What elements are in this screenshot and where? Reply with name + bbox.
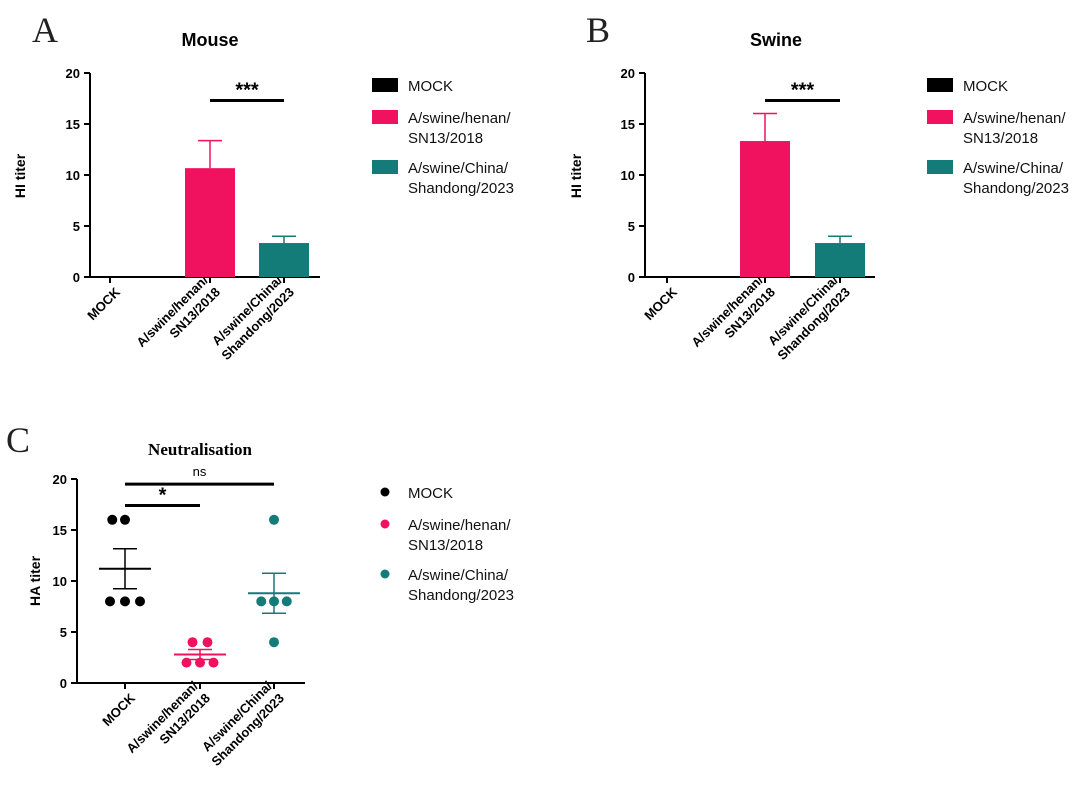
legend-swatch [372,78,398,92]
panel-a: A Mouse HI titer 0 5 10 15 20 MOCK A/swine/hen… [12,10,514,363]
y-tick-label: 20 [53,472,67,487]
x-tick-label-line: MOCK [84,284,123,323]
data-point [187,637,198,648]
legend-label: MOCK [408,78,453,95]
legend-swatch [927,78,953,92]
legend-label-line: MOCK [408,485,453,502]
panel-c: C Neutralisation HA titer 05101520MOCKA/… [6,420,514,769]
bar [185,168,235,277]
data-point [281,596,292,607]
x-tick-label-line: MOCK [99,690,138,729]
significance-label: * [159,485,167,507]
y-tick-label: 15 [66,117,80,132]
legend-marker [380,519,390,529]
y-tick-label: 10 [621,168,635,183]
data-point [107,514,118,525]
y-tick-label: 20 [66,66,80,81]
legend-label-line: MOCK [408,78,453,95]
y-tick-label: 5 [628,219,635,234]
data-point [202,637,213,648]
chart-title: Mouse [181,30,238,50]
legend-label-line: SN13/2018 [408,130,483,147]
y-tick-label: 10 [53,574,67,589]
bar [815,243,865,277]
legend-marker [380,569,390,579]
data-point [120,514,130,525]
significance-label: *** [235,80,259,102]
y-tick-label: 0 [73,270,80,285]
y-tick-label: 15 [621,117,635,132]
legend-label: A/swine/henan/SN13/2018 [408,517,511,554]
y-axis-label: HI titer [12,153,28,198]
y-axis-label: HI titer [568,153,584,198]
legend-swatch [927,160,953,174]
legend-label-line: A/swine/China/ [408,567,509,584]
legend-label-line: A/swine/China/ [408,160,509,177]
legend-label-line: A/swine/henan/ [408,110,511,127]
y-tick-label: 10 [66,168,80,183]
legend-label-line: A/swine/henan/ [408,517,511,534]
legend-label: A/swine/China/Shandong/2023 [963,160,1069,197]
legend-label: A/swine/henan/SN13/2018 [408,110,511,147]
legend-label-line: Shandong/2023 [408,587,514,604]
x-tick-label: A/swine/henan/SN13/2018 [123,678,213,768]
bar [259,243,309,277]
legend-label-line: MOCK [963,78,1008,95]
legend-label: A/swine/China/Shandong/2023 [408,160,514,197]
panel-label-c: C [6,420,30,460]
x-tick-label: A/swine/henan/SN13/2018 [688,272,778,362]
data-point [256,596,267,607]
legend-label: A/swine/henan/SN13/2018 [963,110,1066,147]
legend-marker [380,487,390,497]
chart-title: Neutralisation [148,440,252,459]
data-point [135,596,145,607]
legend-label-line: SN13/2018 [408,537,483,554]
x-tick-label: A/swine/China/Shandong/2023 [196,678,287,769]
legend-swatch [372,110,398,124]
legend-label: MOCK [963,78,1008,95]
y-tick-label: 0 [60,676,67,691]
y-axis-label: HA titer [27,555,43,606]
x-tick-label: A/swine/China/Shandong/2023 [206,272,297,363]
data-point [269,637,279,648]
legend-label-line: SN13/2018 [963,130,1038,147]
legend-label: A/swine/China/Shandong/2023 [408,567,514,604]
data-point [120,596,130,607]
legend-swatch [927,110,953,124]
bar [740,141,790,277]
significance-label: ns [193,464,207,479]
y-tick-label: 5 [73,219,80,234]
x-tick-label: MOCK [99,690,138,729]
y-tick-label: 5 [60,625,67,640]
legend-label-line: Shandong/2023 [963,180,1069,197]
legend-swatch [372,160,398,174]
data-point [105,596,115,607]
data-point [269,514,279,525]
y-tick-label: 0 [628,270,635,285]
panel-label-b: B [586,10,610,50]
x-tick-label: A/swine/henan/SN13/2018 [133,272,223,362]
y-tick-label: 15 [53,523,67,538]
legend-label-line: A/swine/China/ [963,160,1064,177]
chart-title: Swine [750,30,802,50]
x-tick-label: MOCK [641,284,680,323]
legend-label-line: A/swine/henan/ [963,110,1066,127]
legend-label: MOCK [408,485,453,502]
panel-label-a: A [32,10,58,50]
significance-label: *** [791,80,815,102]
x-tick-label: MOCK [84,284,123,323]
legend-label-line: Shandong/2023 [408,180,514,197]
x-tick-label-line: MOCK [641,284,680,323]
x-tick-label: A/swine/China/Shandong/2023 [762,272,853,363]
y-tick-label: 20 [621,66,635,81]
